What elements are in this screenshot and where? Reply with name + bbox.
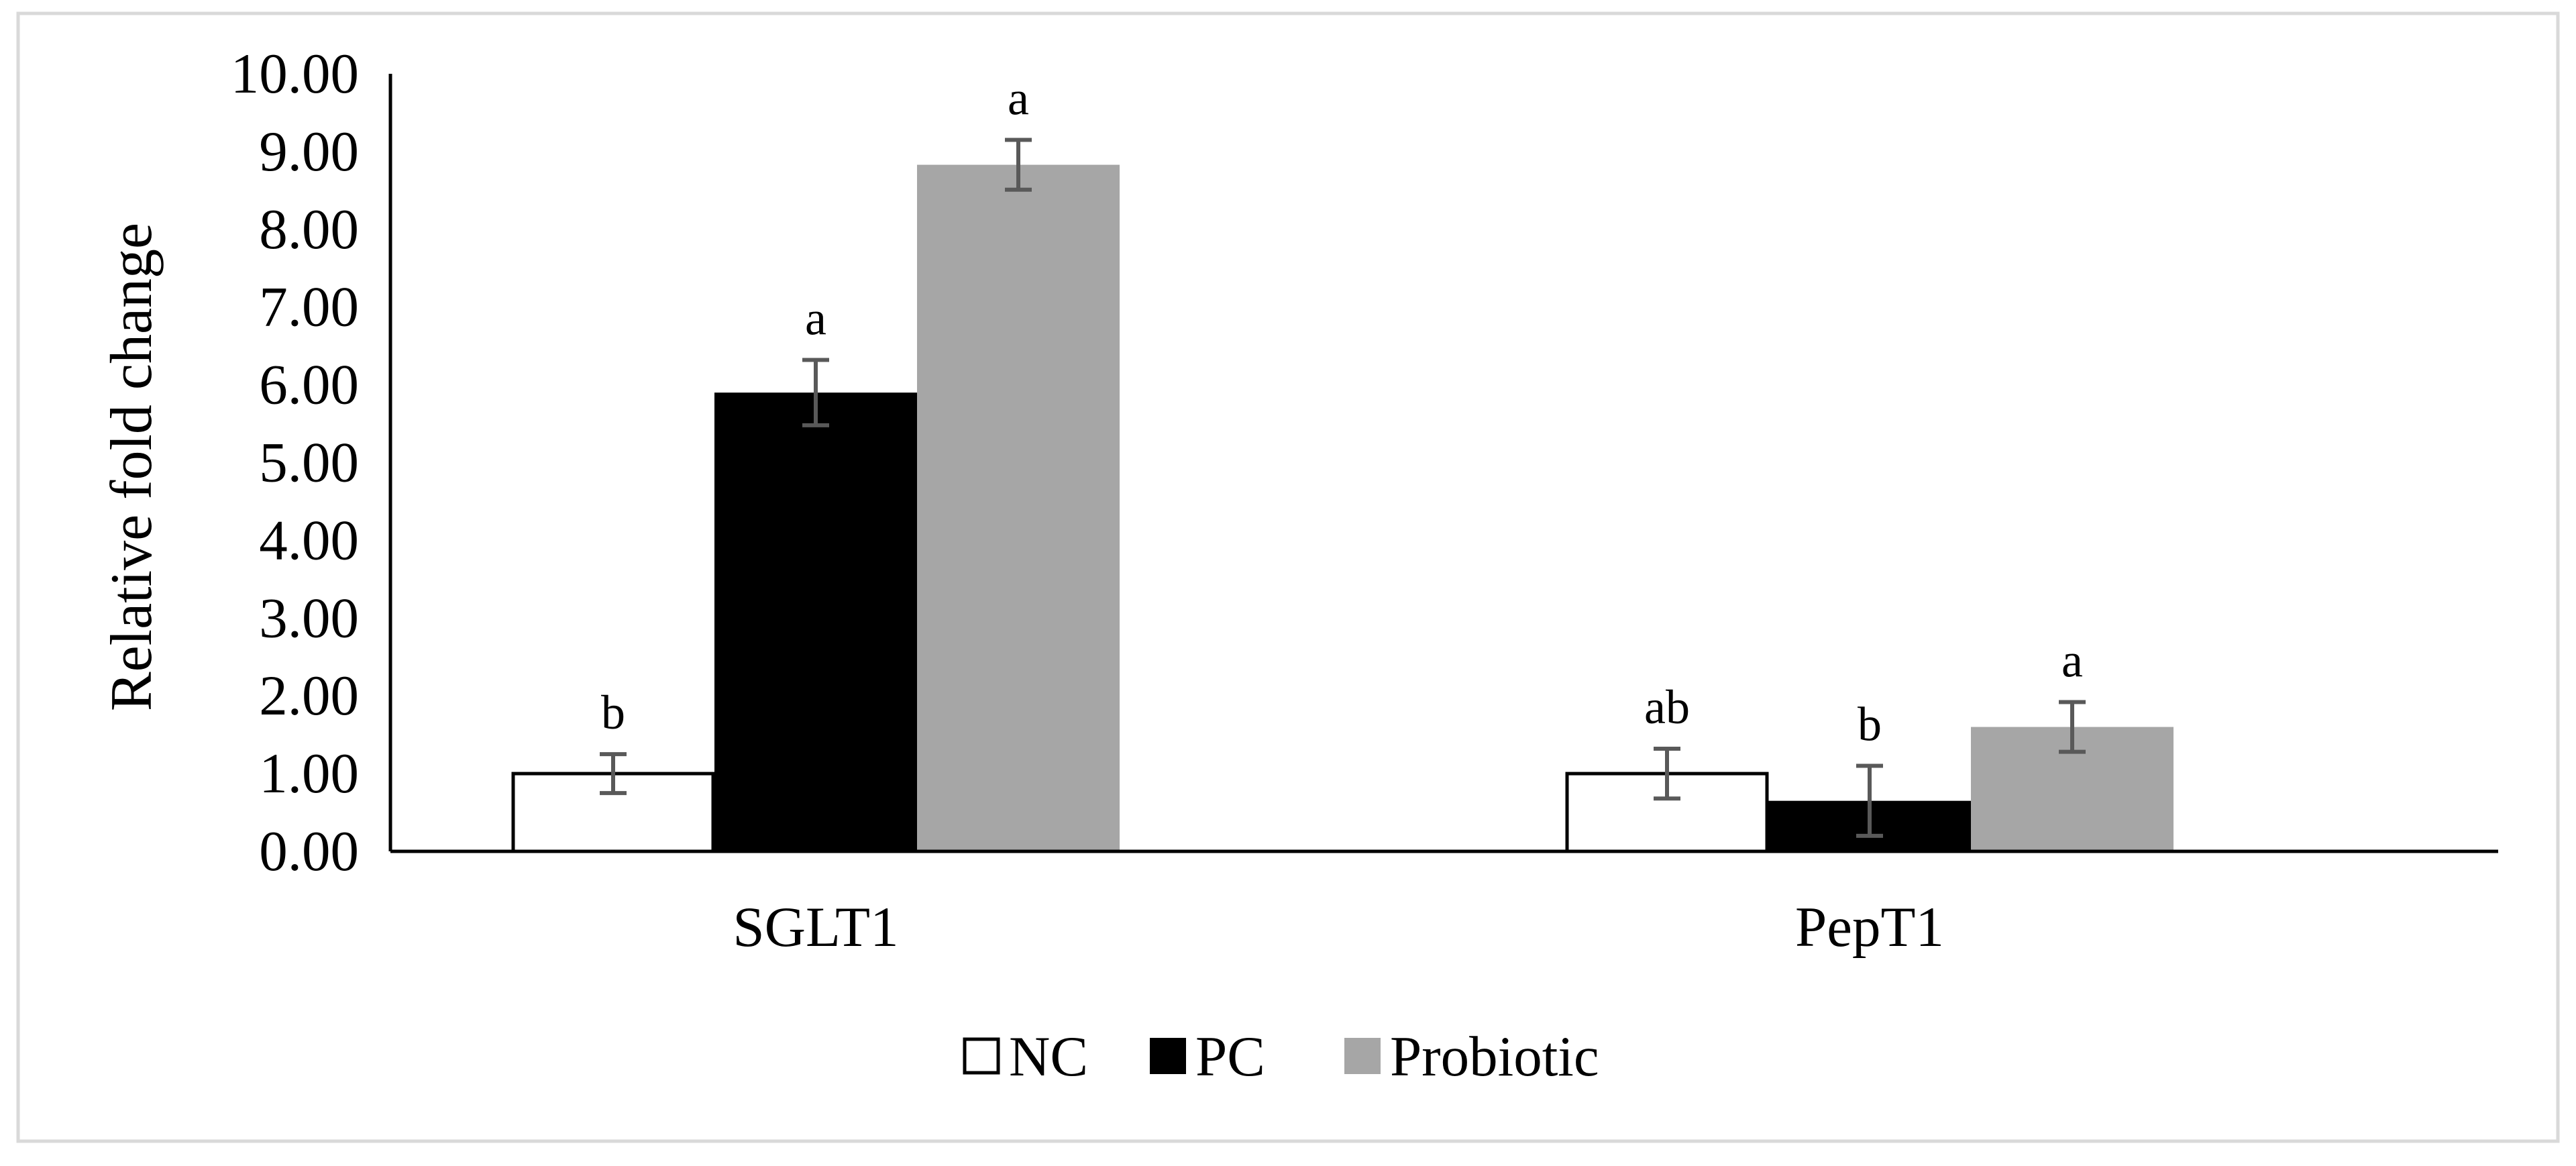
y-tick-label: 5.00 [259,431,359,494]
error-bar [802,358,829,427]
significance-label: b [601,686,625,739]
category-labels: SGLT1 PepT1 [733,896,1944,959]
y-tick-label: 1.00 [259,742,359,805]
bar [917,164,1120,851]
y-tick-label: 10.00 [231,42,359,105]
legend-item: NC [963,1025,1088,1088]
x-tick-label: PepT1 [1795,896,1944,959]
significance-label: a [805,292,826,346]
y-tick-label: 8.00 [259,198,359,261]
y-tick-label: 6.00 [259,354,359,417]
significance-label: ab [1644,680,1690,734]
significance-label: a [1008,72,1029,125]
y-axis-ticks: 0.00 1.00 2.00 3.00 4.00 5.00 6.00 7.00 8.00 9.00… [231,42,359,883]
x-tick-label: SGLT1 [733,896,898,959]
legend-swatch [1150,1038,1186,1074]
legend-label: NC [1009,1025,1088,1088]
bars [511,164,2174,853]
error-bars [600,138,2086,838]
bar [1565,772,1769,853]
bar [714,392,917,851]
y-tick-label: 0.00 [259,820,359,883]
legend-swatch [1344,1038,1381,1074]
y-tick-label: 3.00 [259,586,359,649]
legend: NC PC Probiotic [963,1025,1599,1088]
y-axis-label: Relative fold change [99,223,164,711]
error-bar [1654,747,1680,801]
legend-label: PC [1195,1025,1265,1088]
legend-label: Probiotic [1390,1025,1599,1088]
error-bar [1005,138,1032,192]
legend-item: Probiotic [1344,1025,1599,1088]
error-bar [600,752,627,796]
y-tick-label: 2.00 [259,664,359,727]
legend-item: PC [1150,1025,1265,1088]
legend-swatch [963,1037,1000,1075]
bar [511,772,715,853]
error-bar [1856,763,1883,838]
y-tick-label: 4.00 [259,509,359,572]
significance-label: b [1858,698,1882,751]
significance-label: a [2061,633,2083,687]
y-tick-label: 9.00 [259,120,359,183]
chart-border [16,11,2560,1143]
error-bar [2059,700,2086,754]
y-tick-label: 7.00 [259,276,359,339]
